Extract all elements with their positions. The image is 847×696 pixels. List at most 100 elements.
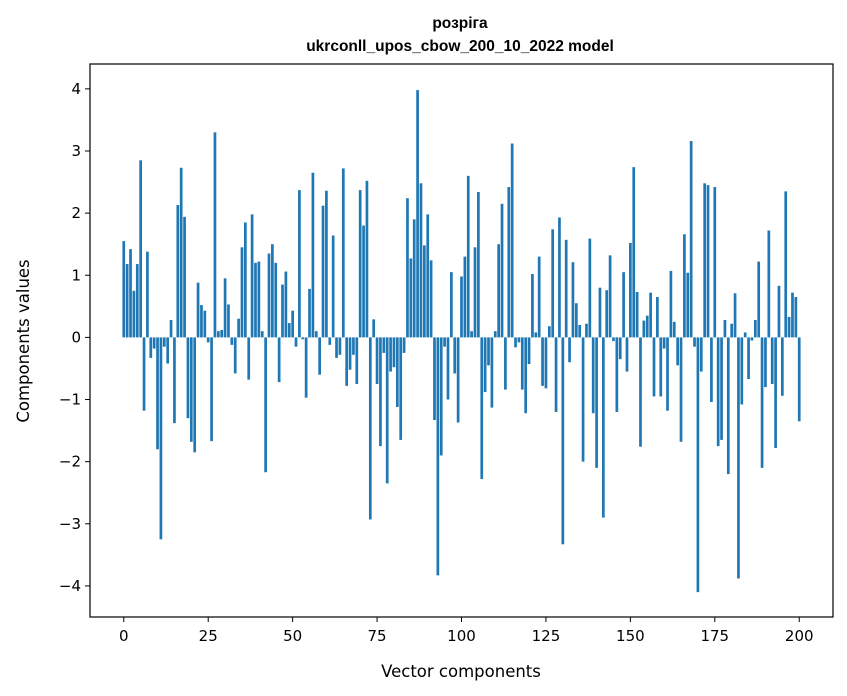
bar-175: [713, 187, 717, 338]
bar-114: [507, 187, 511, 338]
bar-158: [656, 297, 659, 338]
bar-93: [436, 337, 440, 576]
bar-146: [615, 337, 619, 412]
bar-52: [298, 190, 301, 338]
bar-172: [703, 183, 707, 338]
bar-139: [591, 337, 595, 414]
bar-62: [331, 235, 335, 338]
bar-129: [558, 217, 561, 338]
bar-157: [652, 337, 656, 397]
bar-197: [787, 316, 791, 338]
bar-171: [699, 337, 703, 372]
bar-102: [466, 175, 470, 338]
bar-147: [618, 337, 622, 360]
bar-118: [520, 337, 524, 390]
bar-148: [622, 272, 625, 338]
bar-41: [260, 331, 264, 338]
bar-106: [480, 337, 484, 480]
y-tick-label: 2: [71, 204, 81, 222]
y-tick-label: 4: [71, 80, 81, 98]
plot-frame: [89, 63, 834, 618]
bar-7: [146, 251, 149, 338]
bar-34: [237, 318, 240, 338]
bar-77: [382, 337, 386, 353]
bar-104: [473, 247, 477, 338]
bar-0: [122, 241, 126, 338]
bar-35: [240, 247, 244, 338]
bar-40: [257, 261, 261, 338]
bar-14: [169, 320, 173, 338]
bar-97: [450, 272, 453, 338]
x-tick-label: 75: [368, 627, 387, 645]
bar-174: [710, 337, 713, 403]
bar-8: [149, 337, 153, 358]
x-tick-label: 150: [616, 627, 645, 645]
bar-130: [561, 337, 565, 545]
bar-24: [203, 310, 207, 338]
bar-113: [504, 337, 507, 390]
bar-115: [510, 143, 514, 338]
bar-19: [186, 337, 190, 419]
bar-3: [132, 290, 136, 338]
bar-36: [244, 222, 247, 338]
bar-29: [220, 329, 224, 338]
y-axis-label: Components values: [14, 259, 33, 422]
bar-73: [368, 337, 372, 520]
bar-178: [723, 320, 727, 338]
bar-15: [173, 337, 176, 424]
bar-70: [358, 190, 362, 338]
bar-183: [740, 337, 744, 405]
bar-67: [348, 337, 352, 370]
bar-123: [537, 256, 541, 338]
bar-53: [301, 337, 305, 340]
bar-101: [463, 256, 467, 338]
bar-83: [402, 337, 406, 353]
bar-48: [284, 271, 288, 338]
bar-30: [223, 278, 227, 338]
bar-43: [267, 253, 271, 338]
bar-119: [524, 337, 528, 414]
bar-199: [794, 297, 798, 338]
x-tick-label: 125: [532, 627, 561, 645]
bar-138: [588, 238, 592, 338]
bar-134: [574, 303, 578, 338]
bar-90: [426, 214, 430, 338]
bar-196: [784, 191, 788, 338]
bar-50: [291, 310, 294, 338]
bar-33: [233, 337, 237, 374]
bar-135: [578, 324, 582, 338]
y-tick-label: −1: [59, 391, 81, 409]
bar-91: [429, 260, 433, 338]
bar-95: [443, 337, 446, 347]
bar-142: [601, 337, 605, 518]
bar-81: [395, 337, 399, 407]
bar-38: [250, 214, 254, 338]
bar-127: [551, 229, 555, 338]
bar-27: [213, 132, 217, 338]
bar-137: [585, 323, 588, 338]
bar-72: [365, 180, 369, 338]
bar-39: [254, 262, 257, 338]
bar-195: [780, 337, 784, 396]
bar-182: [737, 337, 740, 579]
bar-64: [338, 337, 342, 355]
chart-title: розріга: [432, 15, 488, 32]
bar-185: [747, 337, 750, 380]
bar-59: [321, 205, 325, 338]
bar-63: [335, 337, 338, 358]
bar-188: [757, 261, 761, 338]
bar-23: [200, 305, 203, 338]
bar-152: [635, 292, 639, 338]
bar-99: [456, 337, 460, 423]
bar-82: [399, 337, 403, 440]
bar-37: [247, 337, 251, 380]
bar-66: [345, 337, 349, 386]
bar-165: [679, 337, 683, 442]
bar-179: [726, 337, 730, 475]
bar-166: [683, 234, 686, 338]
bar-128: [554, 337, 558, 412]
bar-194: [777, 285, 781, 338]
bars-group: [122, 90, 801, 593]
bar-180: [730, 323, 734, 338]
x-axis-ticks: 0 25 50 75 100 125 150 175 200: [119, 617, 814, 645]
